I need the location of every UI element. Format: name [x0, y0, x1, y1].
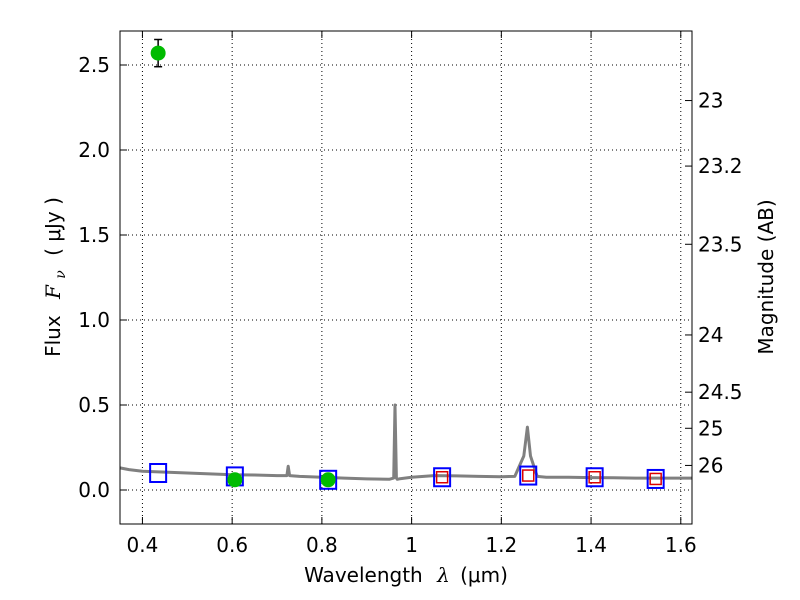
model-box-marker: [646, 468, 665, 489]
axis-ticks: 0.4 0.6 0.8 1 1.2 1.4 1.6 0.0 0.5 1.0 1.5 2.0 2.5 23 2…: [78, 31, 743, 557]
axes-frame: [119, 30, 693, 525]
mag-tick-label: 24.5: [698, 380, 743, 404]
observed-point: [227, 472, 243, 488]
model-box-marker: [519, 465, 538, 486]
y-tick-label: 1.5: [78, 223, 110, 247]
model-box-marker: [585, 467, 604, 488]
y-axis-title: Flux F ν ( μJy ): [41, 197, 70, 357]
model-inner-marker: [588, 471, 601, 484]
mag-tick-label: 23.2: [698, 154, 743, 178]
x-tick-label: 1: [405, 533, 418, 557]
x-tick-label: 1.2: [485, 533, 517, 557]
y-tick-label: 0.5: [78, 393, 110, 417]
x-tick-label: 0.6: [216, 533, 248, 557]
model-box-marker: [319, 469, 338, 490]
mag-tick-label: 25: [698, 416, 723, 440]
plot-area: [119, 38, 692, 490]
y-tick-label: 1.0: [78, 308, 110, 332]
model-inner-marker: [649, 472, 662, 486]
mag-tick-label: 26: [698, 453, 723, 477]
x-tick-label: 1.4: [575, 533, 607, 557]
grid-lines: [120, 31, 692, 524]
y-tick-label: 2.0: [78, 138, 110, 162]
x-tick-label: 0.4: [127, 533, 159, 557]
observed-point: [150, 45, 166, 61]
model-inner-marker: [522, 469, 535, 482]
y-tick-label: 2.5: [78, 53, 110, 77]
y2-axis-title: Magnitude (AB): [754, 199, 778, 354]
mag-tick-label: 24: [698, 323, 723, 347]
mag-tick-label: 23: [698, 89, 723, 113]
mag-tick-label: 23.5: [698, 232, 743, 256]
x-tick-label: 1.6: [665, 533, 697, 557]
model-box-marker: [149, 463, 168, 483]
y-tick-label: 0.0: [78, 478, 110, 502]
model-box-marker: [433, 467, 452, 488]
model-inner-marker: [435, 471, 449, 484]
observed-point: [320, 472, 336, 488]
x-axis-title: Wavelength λ (μm): [304, 563, 508, 587]
x-tick-label: 0.8: [306, 533, 338, 557]
